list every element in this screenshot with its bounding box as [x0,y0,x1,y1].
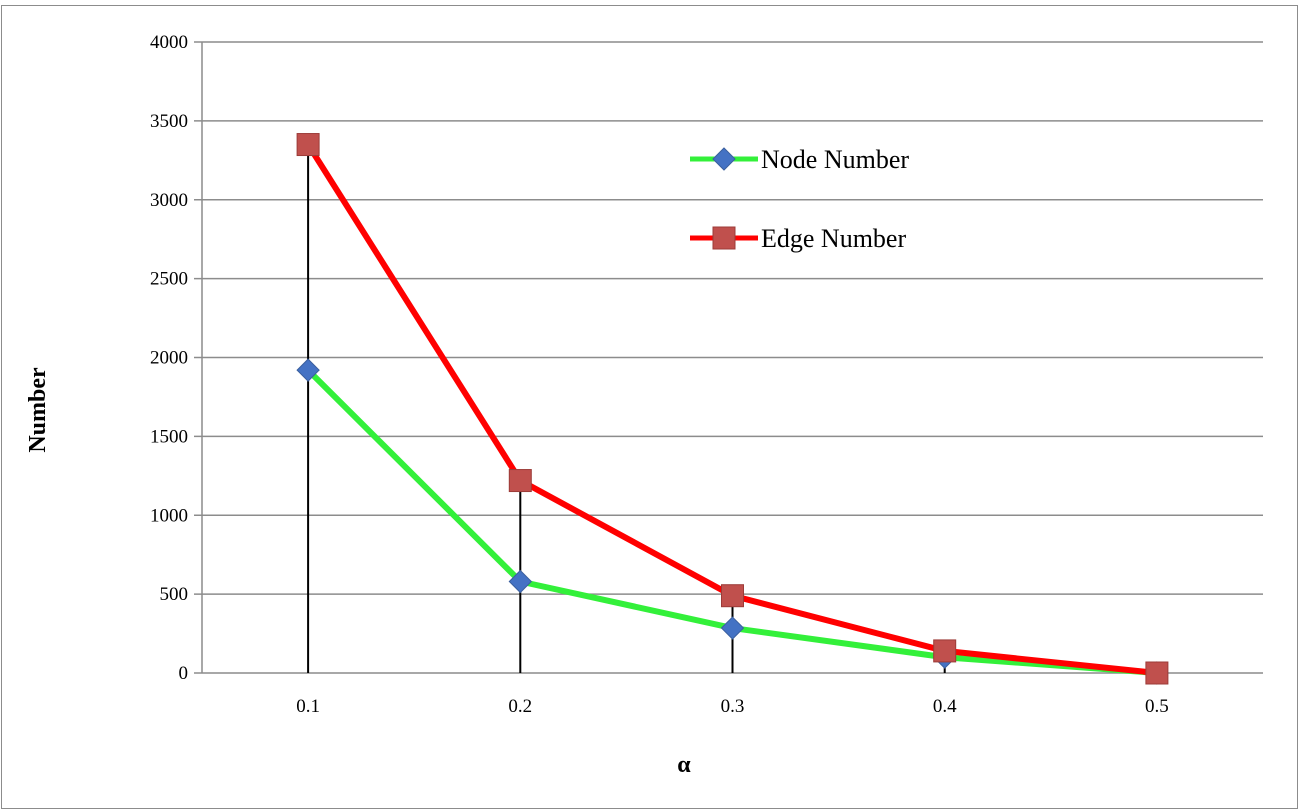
data-point-edge-number [508,469,532,493]
chart-frame [1,5,1298,809]
y-tick-label: 4000 [150,32,188,53]
y-tick-label: 1000 [150,505,188,526]
y-tick-label: 500 [160,584,189,605]
data-point-node-number [296,358,320,382]
data-point-edge-number [933,639,957,663]
y-tick-label: 2000 [150,348,188,369]
y-tick-label: 2500 [150,269,188,290]
data-point-node-number [720,616,745,640]
legend-marker-edge-number [712,226,736,250]
y-tick-label: 3500 [150,111,188,132]
x-tick-label: 0.1 [296,696,320,717]
legend-label-edge-number: Edge Number [761,224,906,253]
legend-label-node-number: Node Number [761,145,909,174]
x-tick-label: 0.3 [721,696,745,717]
y-axis-title: Number [25,367,51,453]
data-point-node-number [508,569,533,594]
gridlines [202,41,1263,595]
legend-marker-node-number [712,147,736,171]
data-point-edge-number [1145,661,1169,685]
legend-item-edge-number: Edge Number [690,224,906,253]
x-tick-label: 0.4 [933,696,957,717]
y-tick-label: 1500 [150,426,188,447]
x-axis-title: α [677,752,691,778]
y-tick-label: 3000 [150,190,188,211]
tick-labels: 0 500 1000 1500 2000 2500 3000 3500 4000 0.1 0.2 0.… [150,32,1169,717]
legend: Node Number Edge Number [690,145,909,253]
data-point-edge-number [296,133,320,157]
x-tick-label: 0.5 [1145,696,1169,717]
series [296,133,1169,685]
data-point-edge-number [721,584,744,608]
x-tick-label: 0.2 [508,696,532,717]
legend-item-node-number: Node Number [690,145,909,174]
y-tick-label: 0 [179,663,189,684]
